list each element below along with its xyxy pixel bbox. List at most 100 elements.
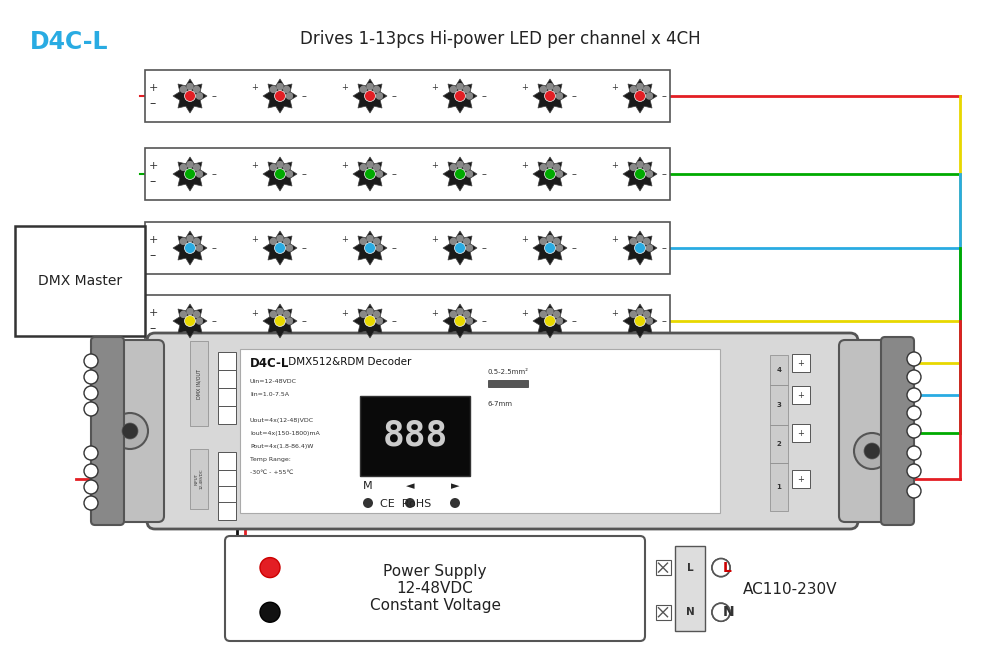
Circle shape bbox=[360, 164, 367, 171]
Text: 888: 888 bbox=[382, 419, 448, 453]
Text: +: + bbox=[611, 236, 618, 244]
Circle shape bbox=[275, 168, 285, 179]
Circle shape bbox=[540, 164, 547, 171]
Circle shape bbox=[646, 93, 653, 100]
Circle shape bbox=[907, 352, 921, 366]
Bar bbox=[792, 386, 810, 404]
Circle shape bbox=[286, 170, 293, 178]
Circle shape bbox=[193, 164, 200, 171]
Text: +: + bbox=[798, 390, 804, 400]
Circle shape bbox=[84, 496, 98, 510]
Text: –: – bbox=[482, 169, 487, 179]
Circle shape bbox=[553, 86, 560, 93]
Circle shape bbox=[260, 602, 280, 622]
Text: +: + bbox=[148, 83, 158, 93]
Circle shape bbox=[180, 310, 187, 318]
Polygon shape bbox=[623, 304, 657, 338]
Bar bbox=[770, 385, 788, 425]
Text: Iout=4x(150-1800)mA: Iout=4x(150-1800)mA bbox=[250, 431, 320, 436]
Circle shape bbox=[643, 238, 650, 245]
Text: –: – bbox=[392, 169, 397, 179]
Circle shape bbox=[365, 316, 375, 326]
Text: +: + bbox=[521, 236, 528, 244]
Circle shape bbox=[373, 310, 380, 318]
Polygon shape bbox=[263, 79, 297, 113]
Bar bbox=[218, 370, 236, 388]
Circle shape bbox=[630, 164, 637, 171]
Text: –: – bbox=[150, 250, 156, 262]
Text: Pout=4x(1.8-86.4)W: Pout=4x(1.8-86.4)W bbox=[250, 444, 313, 449]
Text: M: M bbox=[363, 481, 373, 491]
Circle shape bbox=[186, 83, 194, 91]
Bar bbox=[792, 424, 810, 442]
Polygon shape bbox=[173, 231, 207, 265]
Bar bbox=[770, 355, 788, 385]
Circle shape bbox=[373, 238, 380, 245]
Circle shape bbox=[545, 91, 555, 101]
Circle shape bbox=[545, 242, 555, 254]
Circle shape bbox=[450, 164, 457, 171]
Circle shape bbox=[84, 446, 98, 460]
Bar bbox=[792, 354, 810, 372]
Bar bbox=[145, 148, 670, 200]
Circle shape bbox=[405, 498, 415, 508]
Circle shape bbox=[366, 235, 374, 242]
Text: N: N bbox=[723, 605, 735, 619]
Polygon shape bbox=[173, 157, 207, 191]
Text: +: + bbox=[148, 235, 158, 245]
Circle shape bbox=[84, 386, 98, 400]
Text: –: – bbox=[482, 316, 487, 326]
Circle shape bbox=[456, 308, 464, 315]
Text: Iin=1.0-7.5A: Iin=1.0-7.5A bbox=[250, 392, 289, 397]
Circle shape bbox=[643, 164, 650, 171]
Circle shape bbox=[556, 170, 563, 178]
Text: DMX512&RDM Decoder: DMX512&RDM Decoder bbox=[285, 357, 411, 367]
Text: +: + bbox=[798, 428, 804, 438]
Circle shape bbox=[455, 91, 465, 101]
Text: +: + bbox=[431, 83, 438, 93]
Circle shape bbox=[112, 413, 148, 449]
Circle shape bbox=[546, 308, 554, 315]
Text: –: – bbox=[212, 316, 217, 326]
Circle shape bbox=[463, 86, 470, 93]
Text: –: – bbox=[662, 316, 667, 326]
Circle shape bbox=[907, 484, 921, 498]
Circle shape bbox=[540, 238, 547, 245]
Circle shape bbox=[546, 235, 554, 242]
Circle shape bbox=[276, 308, 284, 315]
Text: –: – bbox=[212, 243, 217, 253]
FancyBboxPatch shape bbox=[147, 333, 858, 529]
Circle shape bbox=[455, 316, 465, 326]
Bar bbox=[770, 463, 788, 511]
Text: 3: 3 bbox=[777, 402, 781, 408]
Circle shape bbox=[286, 317, 293, 325]
Circle shape bbox=[283, 164, 290, 171]
Circle shape bbox=[636, 235, 644, 242]
Circle shape bbox=[450, 498, 460, 508]
Circle shape bbox=[185, 316, 195, 326]
Text: –: – bbox=[662, 91, 667, 101]
Circle shape bbox=[376, 170, 383, 178]
Text: –: – bbox=[302, 91, 307, 101]
Text: L: L bbox=[687, 563, 693, 573]
Bar bbox=[145, 295, 670, 347]
Circle shape bbox=[540, 86, 547, 93]
Circle shape bbox=[643, 310, 650, 318]
Polygon shape bbox=[263, 157, 297, 191]
Polygon shape bbox=[533, 231, 567, 265]
Text: –: – bbox=[392, 316, 397, 326]
Text: D4C-L: D4C-L bbox=[30, 30, 108, 54]
Circle shape bbox=[635, 91, 645, 101]
Bar bbox=[360, 396, 470, 476]
Circle shape bbox=[907, 406, 921, 420]
Text: +: + bbox=[521, 308, 528, 318]
Polygon shape bbox=[533, 157, 567, 191]
Text: –: – bbox=[662, 169, 667, 179]
Text: –: – bbox=[302, 243, 307, 253]
Text: INPUT
12-48VDC: INPUT 12-48VDC bbox=[195, 469, 203, 490]
Circle shape bbox=[373, 164, 380, 171]
Text: Uin=12-48VDC: Uin=12-48VDC bbox=[250, 379, 297, 384]
Text: +: + bbox=[611, 308, 618, 318]
Bar bbox=[145, 222, 670, 274]
Circle shape bbox=[260, 557, 280, 577]
